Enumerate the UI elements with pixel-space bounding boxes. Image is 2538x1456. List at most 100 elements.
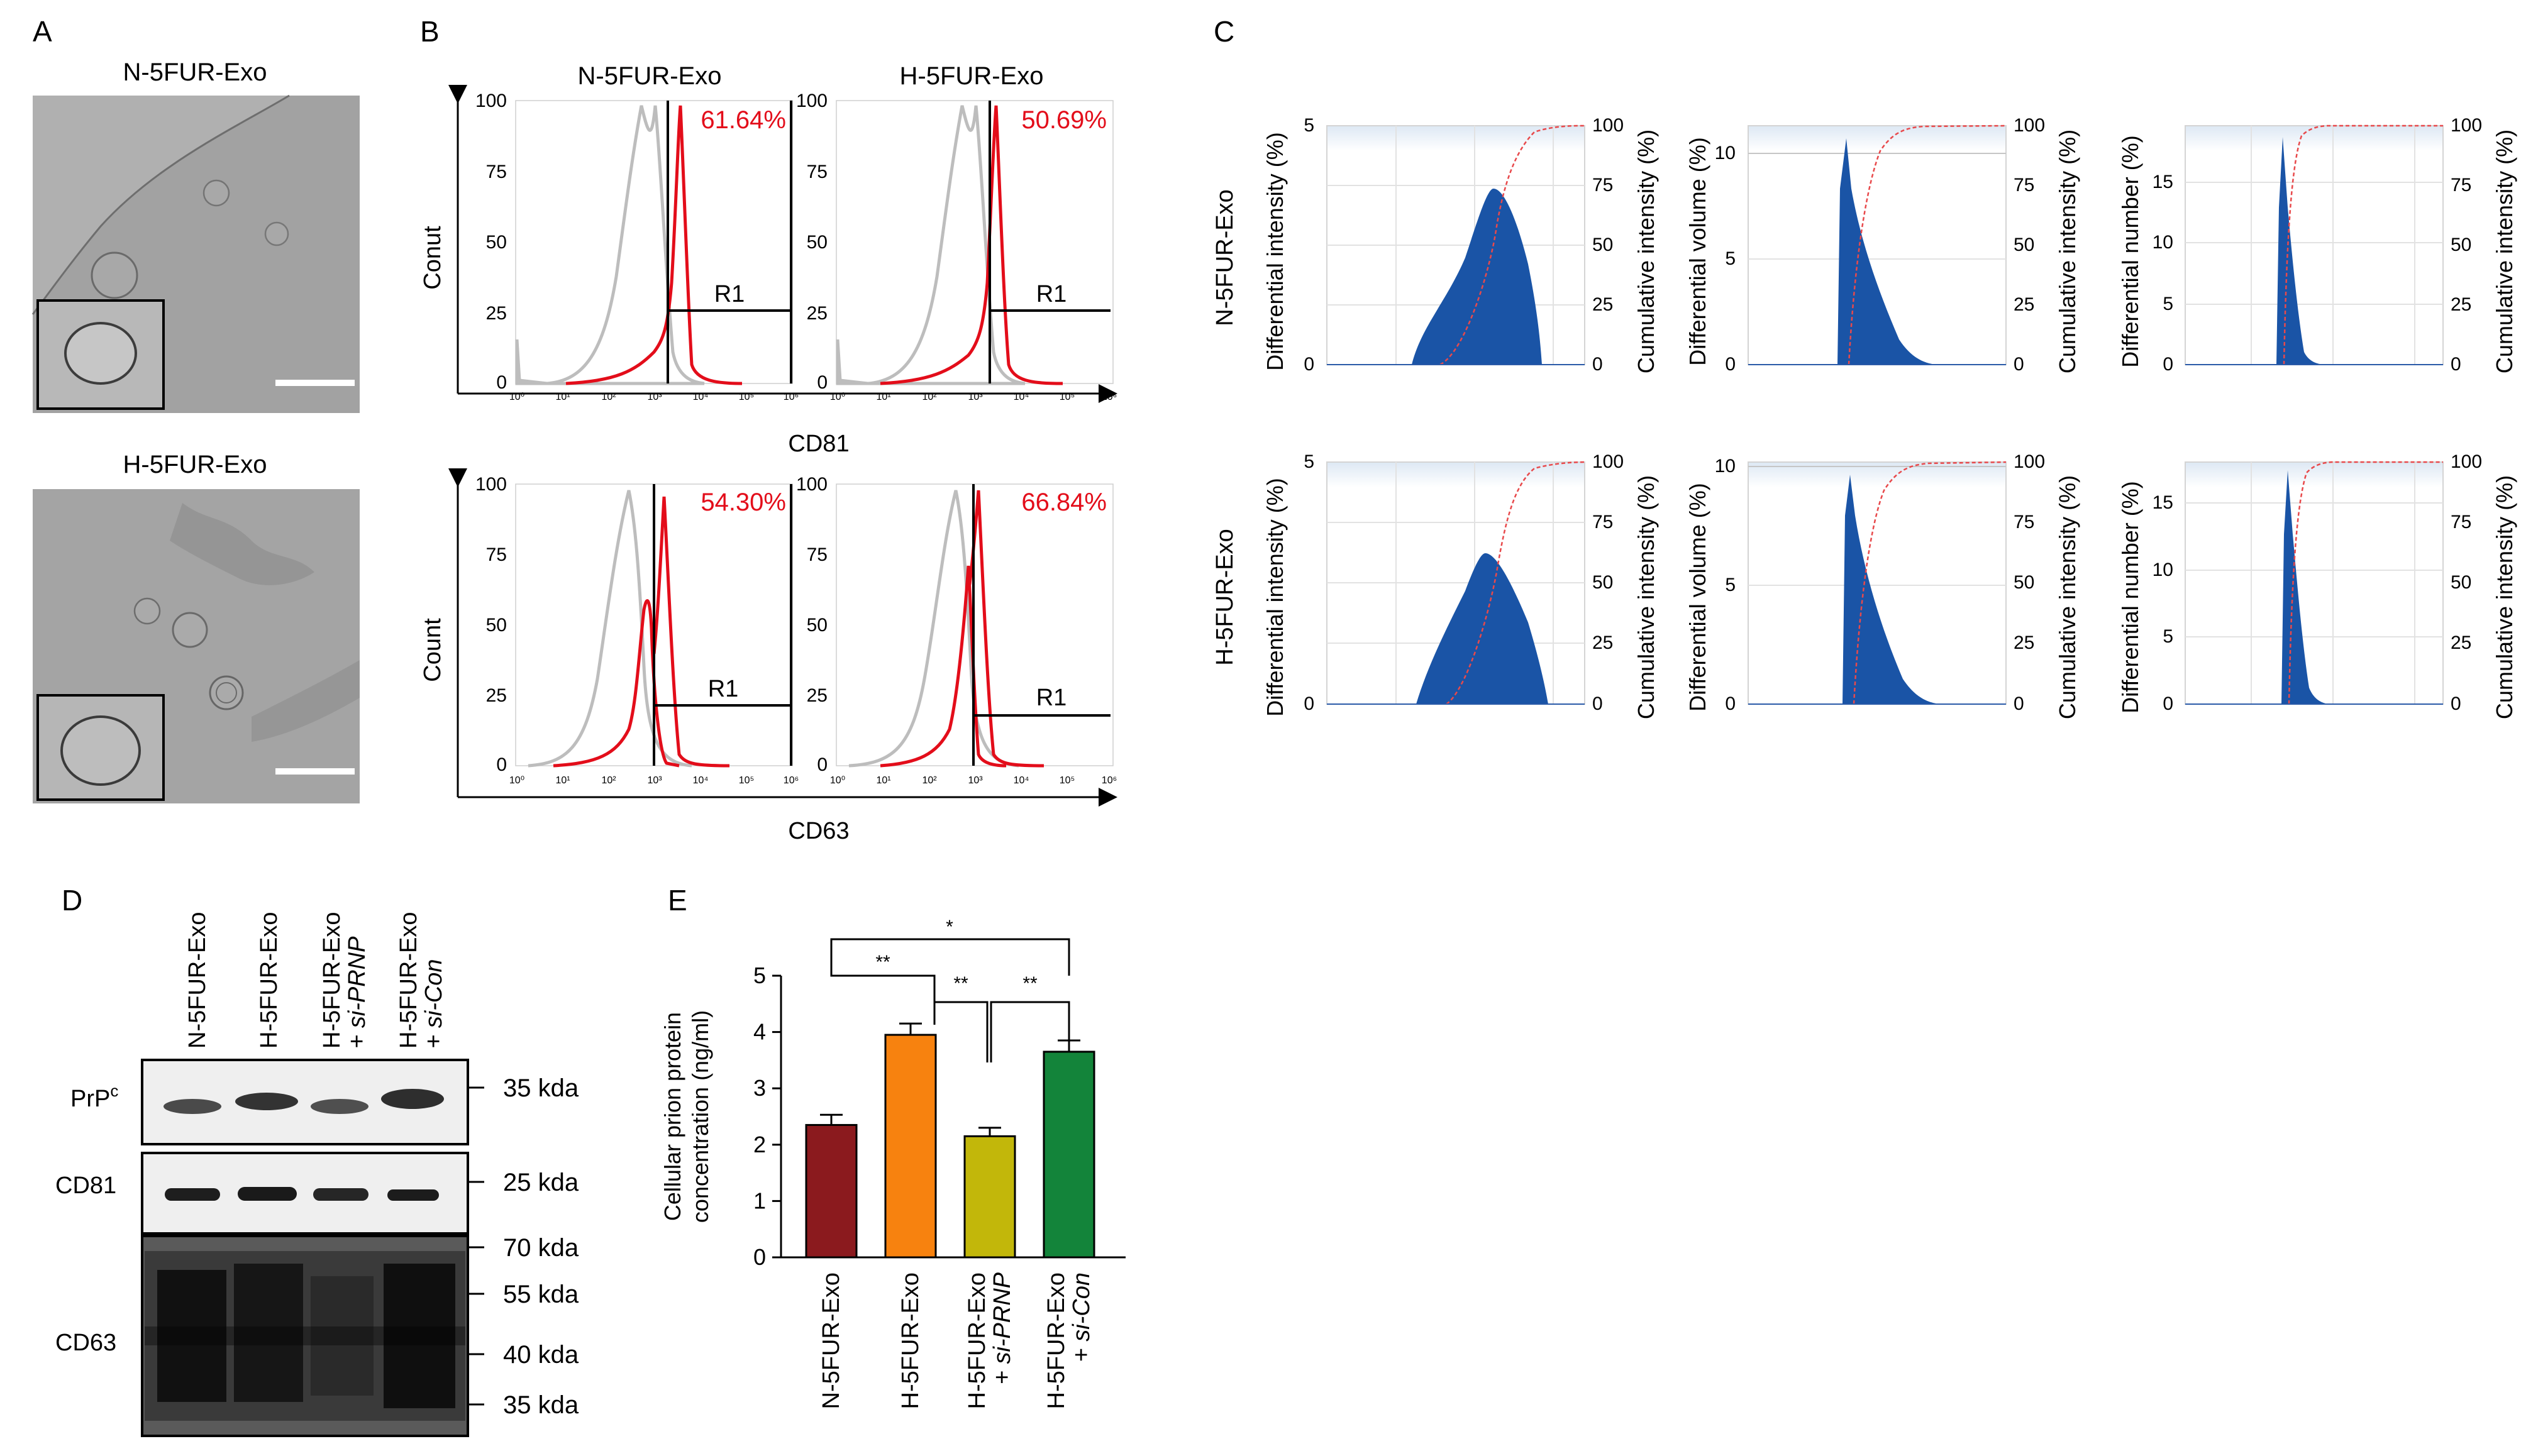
ytick-25: 25: [486, 685, 507, 706]
tick: 10: [1715, 456, 1736, 477]
tick: 25: [2451, 632, 2471, 653]
lane-label-3-sub: + si-PRNP: [344, 936, 370, 1049]
xtick: 10⁰: [509, 775, 524, 786]
bar-category-label: N-5FUR-Exo: [818, 1272, 845, 1409]
tick: 10: [2153, 232, 2173, 253]
xtick: 10⁰: [830, 392, 845, 402]
sig-2: **: [953, 973, 968, 994]
tick: 5: [2163, 294, 2173, 314]
bar-categories: N-5FUR-Exo H-5FUR-Exo H-5FUR-Exo+ si-PRNP H…: [818, 1272, 1095, 1409]
dls-number-h: Differential number (%) Cumulative inten…: [2117, 451, 2517, 719]
pct-n-cd63: 54.30%: [701, 488, 786, 516]
bar-ylabel-line1: Cellular prion protein: [660, 1012, 685, 1221]
ytick-0: 0: [496, 754, 507, 775]
xtick: 10⁵: [1060, 775, 1075, 786]
xtick: 10¹: [876, 392, 890, 402]
ylabel: Differential number (%): [2117, 481, 2143, 713]
tem-image-top: [31, 94, 360, 413]
xtick: 10⁴: [693, 775, 709, 786]
tick: 100: [1592, 451, 1624, 472]
panel-d-letter: D: [62, 884, 82, 917]
blot-label-cd63: CD63: [55, 1330, 116, 1356]
marker-70: 70 kda: [503, 1234, 579, 1262]
blot-label-cd81: CD81: [55, 1172, 116, 1199]
tick: 10: [2153, 560, 2173, 580]
ytick-100: 100: [796, 474, 828, 495]
tick: 0: [2163, 354, 2173, 375]
panel-c-letter: C: [1214, 15, 1234, 48]
tick: 10: [1715, 143, 1736, 163]
panel-c-row-label-h: H-5FUR-Exo: [1212, 529, 1238, 665]
bar-y-tick-label: 4: [753, 1019, 766, 1045]
bar-y-ticks: 0 1 2 3 4 5: [753, 962, 781, 1270]
bar-y-tick-label: 0: [753, 1244, 766, 1270]
tick: 5: [1725, 575, 1736, 595]
tick: 0: [2451, 693, 2461, 714]
tem-image-bottom: [33, 489, 360, 803]
tick: 75: [1592, 512, 1613, 532]
xtick: 10⁰: [509, 392, 524, 402]
xtick: 10³: [647, 392, 662, 402]
xtick: 10⁵: [1060, 392, 1075, 402]
bar-y-tick-label: 1: [753, 1188, 766, 1213]
tick: 50: [2014, 572, 2034, 593]
ytick-50: 50: [486, 615, 507, 636]
xtick: 10⁶: [1102, 392, 1117, 402]
panel-a-letter: A: [33, 15, 52, 48]
histogram-n-cd63: 100 75 50 25 0 R1 54.30% 10⁰ 10¹ 10² 10³…: [475, 474, 799, 786]
ytick-25: 25: [807, 303, 828, 324]
tick: 75: [2014, 175, 2034, 196]
tick: 100: [2451, 115, 2482, 136]
tick: 0: [1592, 693, 1603, 714]
ylabel-right: Cumulative intensity (%): [1633, 130, 1659, 373]
tick: 0: [2014, 354, 2024, 375]
dls-volume-n: Differential volume (%) Cumulative inten…: [1685, 115, 2080, 375]
bar-category-label: + si-Con: [1068, 1272, 1095, 1362]
tick: 25: [1592, 294, 1613, 315]
xtick: 10³: [647, 775, 662, 786]
ytick-25: 25: [807, 685, 828, 706]
tick: 0: [1592, 354, 1603, 375]
tick: 50: [2451, 234, 2471, 255]
tick: 0: [1304, 693, 1314, 714]
bars: [805, 1022, 1095, 1259]
tick: 50: [1592, 234, 1613, 255]
ylabel-right: Cumulative intensity (%): [2054, 475, 2080, 719]
bar-category-label: H-5FUR-Exo: [964, 1272, 990, 1409]
bar-y-tick-label: 3: [753, 1075, 766, 1101]
blot-cd81: [141, 1152, 484, 1235]
ylabel: Differential intensity (%): [1262, 132, 1288, 370]
tick: 100: [1592, 115, 1624, 136]
tick: 0: [1725, 354, 1736, 375]
sig-3: **: [1022, 973, 1038, 994]
ytick-25: 25: [486, 303, 507, 324]
ylabel: Differential number (%): [2117, 135, 2143, 367]
bar-category-label: H-5FUR-Exo: [1043, 1272, 1070, 1409]
panel-a-top-title: N-5FUR-Exo: [123, 58, 267, 86]
dls-intensity-h: Differential intensity (%) Cumulative in…: [1262, 451, 1659, 719]
tick: 0: [2451, 354, 2461, 375]
pct-h-cd63: 66.84%: [1021, 488, 1107, 516]
tick: 100: [2014, 115, 2045, 136]
ytick-0: 0: [817, 372, 828, 393]
panel-b-letter: B: [420, 15, 440, 48]
marker-55: 55 kda: [503, 1281, 579, 1308]
blot-label-prp: PrPc: [70, 1081, 118, 1112]
sig-4: *: [946, 917, 953, 937]
xtick: 10⁶: [784, 392, 799, 402]
xtick: 10⁴: [1014, 775, 1029, 786]
tick: 25: [2014, 632, 2034, 653]
gate-label-n-cd81: R1: [714, 281, 745, 307]
marker-35-bottom: 35 kda: [503, 1391, 579, 1419]
xtick: 10³: [968, 775, 983, 786]
bar-1: [805, 1123, 858, 1259]
panel-b-bottom-xlabel: CD63: [788, 818, 849, 844]
tick: 75: [2451, 175, 2471, 196]
tick: 0: [2163, 693, 2173, 714]
tick: 0: [1725, 693, 1736, 714]
lane-label-3: H-5FUR-Exo: [319, 912, 345, 1049]
dls-number-n: Differential number (%) Cumulative inten…: [2117, 115, 2517, 375]
ytick-75: 75: [807, 162, 828, 182]
xtick: 10²: [601, 392, 616, 402]
xtick: 10²: [601, 775, 616, 786]
